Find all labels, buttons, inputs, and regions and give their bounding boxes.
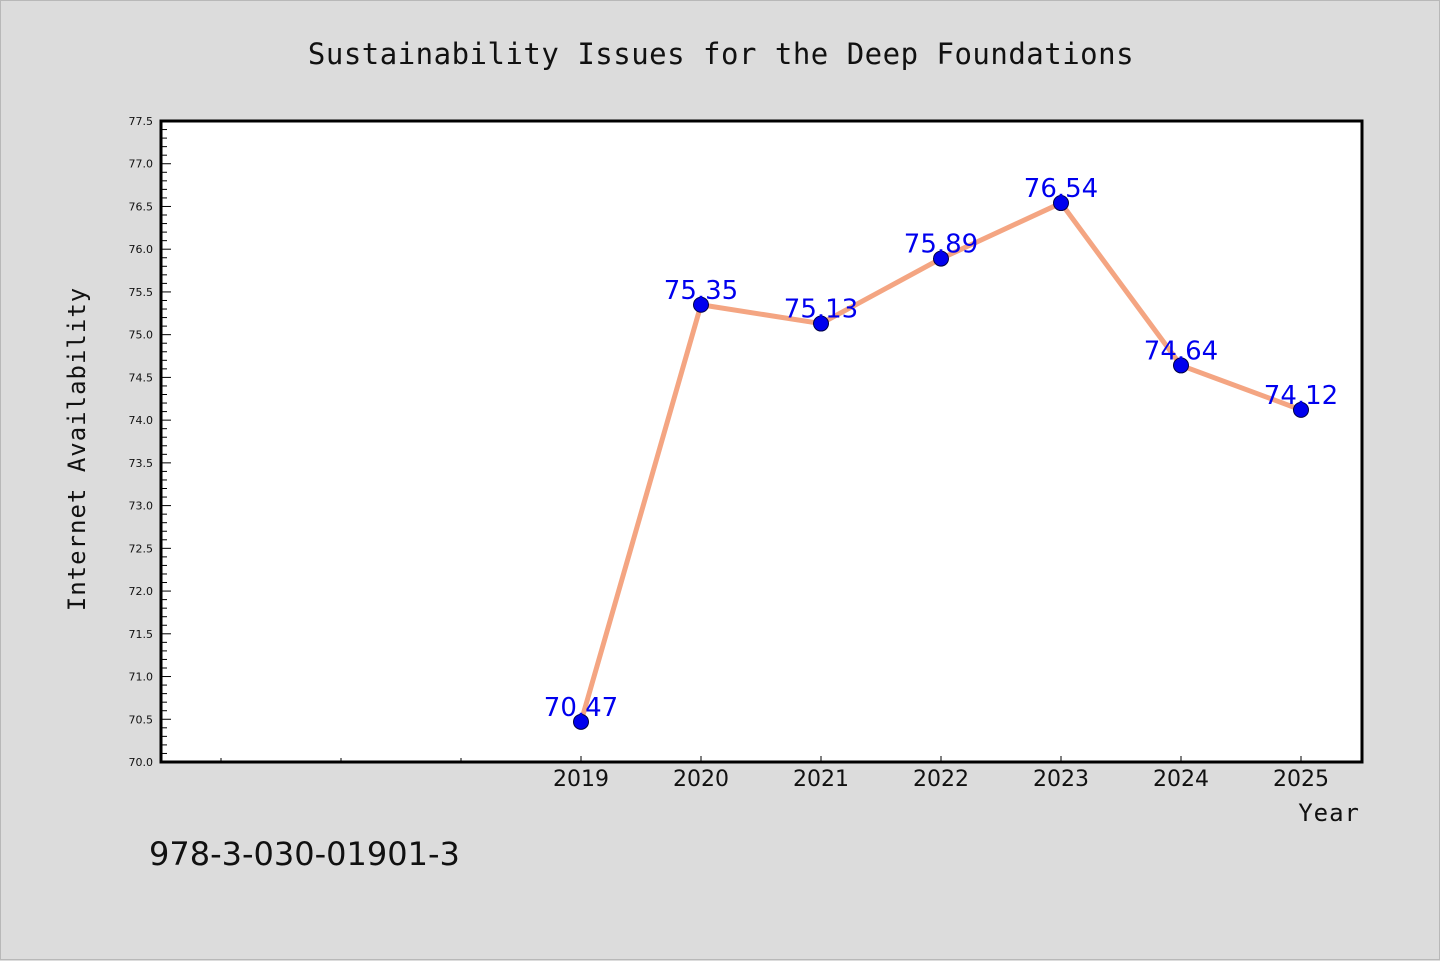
y-tick-label: 75.5 bbox=[129, 286, 154, 299]
y-axis-ticks: 70.0 70.5 71.0 71.5 72.0 72.5 73.0 73.5 74.0 74.5… bbox=[129, 115, 171, 769]
data-point bbox=[1053, 195, 1069, 212]
data-value-label: 76.54 bbox=[1024, 174, 1098, 204]
data-value-label: 75.89 bbox=[904, 230, 978, 260]
data-point bbox=[1173, 357, 1189, 374]
y-tick-label: 71.0 bbox=[129, 671, 154, 684]
x-tick-label: 2021 bbox=[793, 767, 849, 792]
y-tick-label: 76.0 bbox=[129, 243, 154, 256]
data-value-label: 70.47 bbox=[544, 693, 618, 723]
y-tick-label: 70.5 bbox=[129, 713, 154, 726]
data-point bbox=[573, 713, 589, 730]
x-tick-label: 2020 bbox=[673, 767, 729, 792]
y-tick-label: 75.0 bbox=[129, 329, 154, 342]
x-tick-label: 2022 bbox=[913, 767, 969, 792]
chart-title: Sustainability Issues for the Deep Found… bbox=[308, 37, 1134, 71]
y-tick-label: 77.5 bbox=[129, 115, 154, 128]
data-label-layer: 70.47 75.35 75.13 75.89 76.54 74.64 74.12 bbox=[544, 174, 1338, 723]
x-axis-label: Year bbox=[1298, 799, 1360, 827]
y-tick-label: 73.5 bbox=[129, 457, 154, 470]
y-tick-label: 74.5 bbox=[129, 371, 154, 384]
y-tick-label: 71.5 bbox=[129, 628, 154, 641]
data-point bbox=[693, 296, 709, 313]
x-tick-label: 2023 bbox=[1033, 767, 1089, 792]
x-tick-label: 2025 bbox=[1273, 767, 1329, 792]
y-tick-label: 77.0 bbox=[129, 158, 154, 171]
data-point bbox=[933, 250, 949, 267]
y-tick-label: 72.0 bbox=[129, 585, 154, 598]
y-tick-label: 74.0 bbox=[129, 414, 154, 427]
data-value-label: 75.13 bbox=[784, 295, 858, 325]
x-tick-label: 2019 bbox=[553, 767, 609, 792]
y-tick-label: 72.5 bbox=[129, 542, 154, 555]
x-tick-label: 2024 bbox=[1153, 767, 1209, 792]
data-value-label: 74.12 bbox=[1264, 381, 1338, 411]
series-layer bbox=[573, 195, 1309, 730]
y-tick-label: 70.0 bbox=[129, 756, 154, 769]
isbn-note: 978-3-030-01901-3 bbox=[149, 835, 460, 873]
y-tick-label: 76.5 bbox=[129, 200, 154, 213]
x-axis-ticks: 2019 2020 2021 2022 2023 2024 2025 bbox=[220, 756, 1329, 792]
data-point bbox=[1293, 401, 1309, 418]
y-axis-label: Internet Availability bbox=[63, 287, 91, 611]
y-tick-label: 73.0 bbox=[129, 500, 154, 513]
data-point bbox=[813, 315, 829, 332]
plot-area bbox=[159, 119, 1364, 764]
data-value-label: 75.35 bbox=[664, 276, 738, 306]
data-value-label: 74.64 bbox=[1144, 336, 1218, 366]
